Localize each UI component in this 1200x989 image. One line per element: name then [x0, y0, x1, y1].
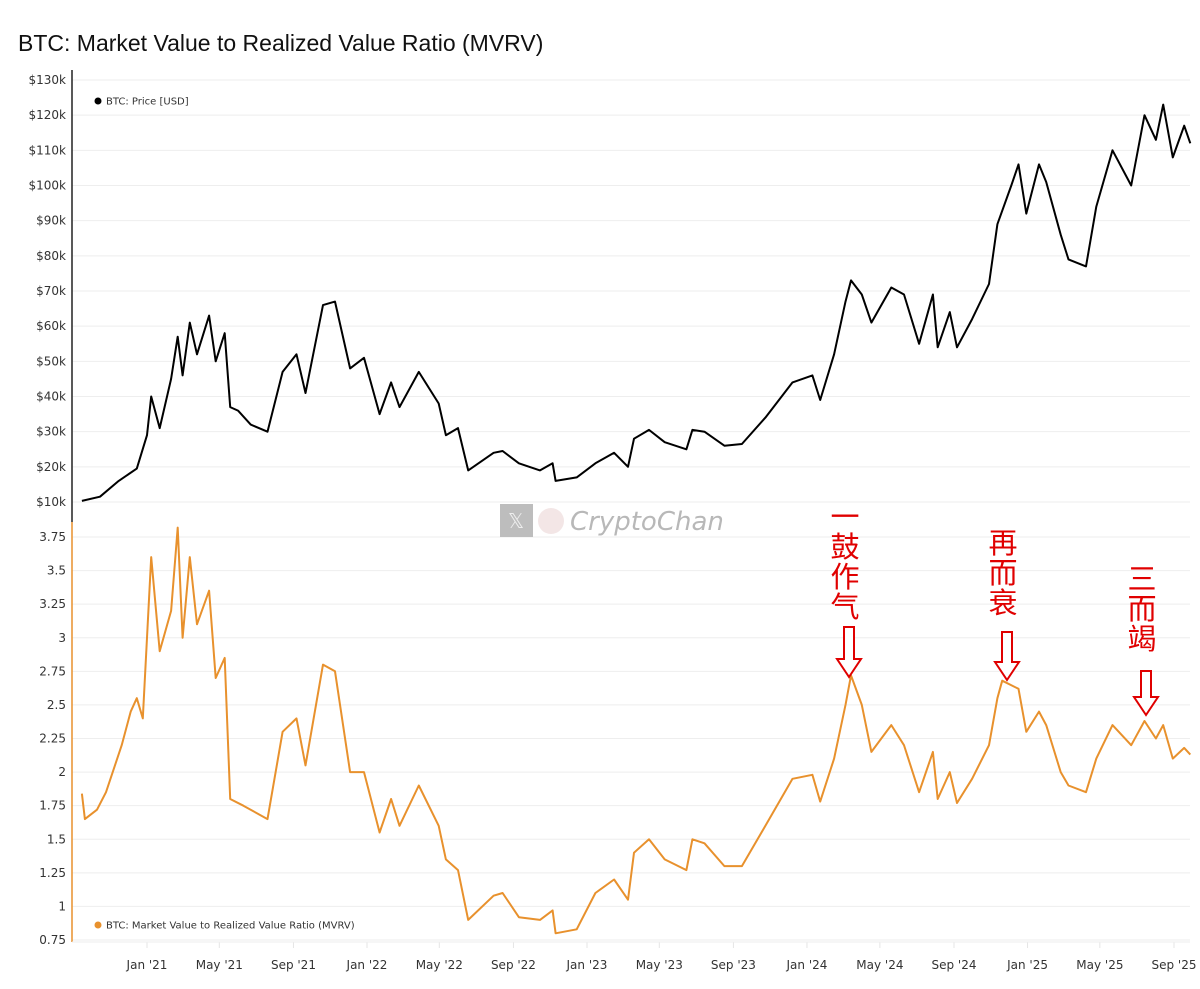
- price-legend-marker: [94, 97, 102, 105]
- y-tick-label: $80k: [36, 249, 66, 263]
- y-tick-label: $120k: [29, 108, 67, 122]
- mvrv-legend-marker: [94, 921, 102, 929]
- x-tick-label: Sep '24: [932, 958, 977, 972]
- y-tick-label: $10k: [36, 495, 66, 509]
- annotation-text: 再而衰: [988, 526, 1018, 620]
- y-tick-label: $30k: [36, 425, 66, 439]
- y-tick-label: $70k: [36, 284, 66, 298]
- x-tick-label: May '21: [196, 958, 243, 972]
- y-tick-label: 2: [58, 765, 66, 779]
- x-tick-label: Jan '25: [1006, 958, 1048, 972]
- x-tick-label: Jan '24: [786, 958, 828, 972]
- mascot-icon: [538, 508, 564, 534]
- y-tick-label: $130k: [29, 73, 67, 87]
- x-tick-label: May '22: [416, 958, 463, 972]
- x-logo-glyph: 𝕏: [508, 509, 524, 533]
- chart-title: BTC: Market Value to Realized Value Rati…: [18, 30, 544, 56]
- y-tick-label: 3.75: [39, 530, 66, 544]
- x-logo-icon: [500, 504, 533, 537]
- y-tick-label: $90k: [36, 214, 66, 228]
- annotation-text: 一鼓作气: [830, 500, 860, 624]
- x-tick-label: Jan '22: [346, 958, 388, 972]
- x-tick-label: Jan '21: [126, 958, 168, 972]
- x-tick-label: May '25: [1076, 958, 1123, 972]
- annotation-text: 三而竭: [1127, 562, 1157, 656]
- y-tick-label: 1: [58, 899, 66, 913]
- y-tick-label: 1.5: [47, 832, 66, 846]
- watermark-text: CryptoChan: [570, 507, 724, 537]
- y-tick-label: 3.25: [39, 597, 66, 611]
- down-arrow-icon: [993, 631, 1021, 682]
- down-arrow-icon: [835, 626, 863, 679]
- down-arrow-icon: [1132, 670, 1160, 717]
- legend-label: BTC: Market Value to Realized Value Rati…: [106, 921, 355, 932]
- y-tick-label: $50k: [36, 354, 66, 368]
- x-tick-label: Sep '22: [491, 958, 536, 972]
- y-tick-label: 3: [58, 631, 66, 645]
- y-tick-label: 1.25: [39, 866, 66, 880]
- x-tick-label: Sep '25: [1152, 958, 1197, 972]
- y-tick-label: $110k: [29, 143, 67, 157]
- x-tick-label: Jan '23: [566, 958, 608, 972]
- x-tick-label: Sep '21: [271, 958, 316, 972]
- y-tick-label: 2.25: [39, 732, 66, 746]
- y-tick-label: $100k: [29, 179, 67, 193]
- y-tick-label: 2.5: [47, 698, 66, 712]
- y-tick-label: $20k: [36, 460, 66, 474]
- y-tick-label: $40k: [36, 390, 66, 404]
- y-tick-label: $60k: [36, 319, 66, 333]
- y-tick-label: 0.75: [39, 933, 66, 947]
- legend-label: BTC: Price [USD]: [106, 97, 189, 108]
- price-line: [81, 103, 1192, 502]
- x-tick-label: May '23: [636, 958, 683, 972]
- y-tick-label: 2.75: [39, 664, 66, 678]
- y-tick-label: 3.5: [47, 564, 66, 578]
- x-tick-label: Sep '23: [711, 958, 756, 972]
- x-tick-label: May '24: [856, 958, 903, 972]
- mvrv-line: [80, 526, 1192, 935]
- y-tick-label: 1.75: [39, 799, 66, 813]
